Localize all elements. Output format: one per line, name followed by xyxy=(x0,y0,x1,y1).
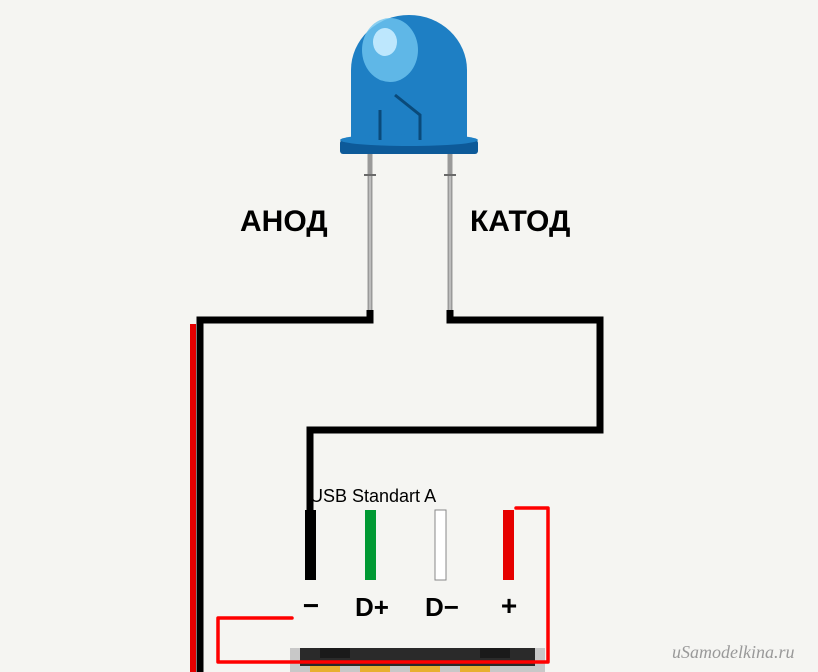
wire-black-right xyxy=(310,310,600,510)
circuit-diagram xyxy=(0,0,818,672)
usb-pin-gnd xyxy=(305,510,316,580)
usb-title: USB Standart A xyxy=(310,486,436,507)
pin-label-dplus: D+ xyxy=(350,592,394,623)
watermark: uSamodelkina.ru xyxy=(672,642,794,663)
cathode-label: КАТОД xyxy=(470,205,570,239)
anode-label: АНОД xyxy=(240,205,328,239)
highlight-annotation xyxy=(218,508,548,662)
led-component xyxy=(340,15,478,154)
pin-label-plus: + xyxy=(494,590,524,622)
usb-pin-vcc xyxy=(503,510,514,580)
usb-pin-dplus xyxy=(365,510,376,580)
usb-connector xyxy=(290,648,545,672)
pin-label-minus: − xyxy=(296,590,326,622)
pin-label-dminus: D− xyxy=(420,592,464,623)
usb-pin-dminus xyxy=(435,510,446,580)
